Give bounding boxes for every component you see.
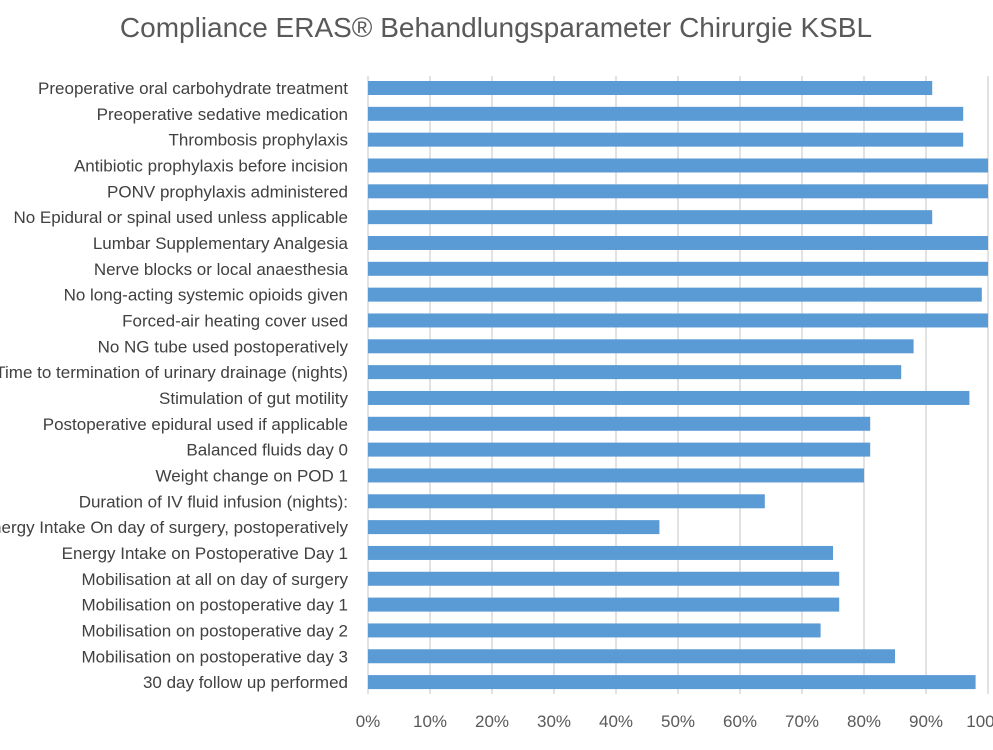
category-labels: Preoperative oral carbohydrate treatment…	[0, 79, 349, 692]
gridlines	[367, 76, 989, 694]
category-label-17: Energy Intake On day of surgery, postope…	[0, 518, 348, 537]
category-label-9: Forced-air heating cover used	[122, 311, 348, 330]
x-axis-tick-labels: 0% 10% 20% 30% 40% 50% 60% 70% 80% 90% 100%	[356, 712, 993, 731]
bar-15	[368, 468, 864, 483]
bar-2	[368, 132, 964, 147]
x-tick-label-3: 30%	[537, 712, 571, 731]
bar-18	[368, 545, 833, 560]
x-tick-label-1: 10%	[413, 712, 447, 731]
bar-0	[368, 81, 933, 95]
bar-8	[368, 287, 982, 302]
bar-23	[368, 675, 976, 690]
bar-14	[368, 442, 871, 457]
bar-19	[368, 571, 840, 586]
bar-7	[368, 261, 988, 276]
bar-4	[368, 184, 988, 199]
category-label-19: Mobilisation at all on day of surgery	[82, 570, 349, 589]
category-label-22: Mobilisation on postoperative day 3	[82, 647, 349, 666]
bar-22	[368, 649, 895, 664]
category-label-4: PONV prophylaxis administered	[107, 182, 348, 201]
x-tick-label-9: 90%	[909, 712, 943, 731]
bar-12	[368, 390, 970, 405]
bar-16	[368, 494, 765, 509]
bar-5	[368, 210, 933, 225]
category-label-12: Stimulation of gut motility	[159, 389, 348, 408]
bar-17	[368, 520, 660, 535]
x-tick-label-4: 40%	[599, 712, 633, 731]
bar-13	[368, 416, 871, 431]
category-label-14: Balanced fluids day 0	[186, 441, 348, 460]
category-label-0: Preoperative oral carbohydrate treatment	[38, 79, 348, 98]
x-tick-label-8: 80%	[847, 712, 881, 731]
category-label-15: Weight change on POD 1	[156, 466, 348, 485]
x-tick-label-7: 70%	[785, 712, 819, 731]
x-tick-label-2: 20%	[475, 712, 509, 731]
category-label-21: Mobilisation on postoperative day 2	[82, 621, 349, 640]
bar-3	[368, 158, 988, 173]
bar-10	[368, 339, 914, 354]
category-label-23: 30 day follow up performed	[143, 673, 348, 692]
category-label-3: Antibiotic prophylaxis before incision	[74, 156, 348, 175]
category-label-7: Nerve blocks or local anaesthesia	[94, 260, 349, 279]
bar-9	[368, 313, 988, 328]
category-label-11: Time to termination of urinary drainage …	[0, 363, 348, 382]
category-label-6: Lumbar Supplementary Analgesia	[93, 234, 349, 253]
category-label-5: No Epidural or spinal used unless applic…	[13, 208, 348, 227]
bar-21	[368, 623, 821, 638]
bar-1	[368, 106, 964, 121]
x-tick-label-0: 0%	[356, 712, 381, 731]
bars	[368, 81, 988, 690]
x-tick-label-6: 60%	[723, 712, 757, 731]
chart-title: Compliance ERAS® Behandlungsparameter Ch…	[120, 12, 872, 43]
category-label-18: Energy Intake on Postoperative Day 1	[62, 544, 348, 563]
category-label-13: Postoperative epidural used if applicabl…	[43, 415, 348, 434]
category-label-10: No NG tube used postoperatively	[98, 337, 349, 356]
x-tick-label-10: 100%	[966, 712, 993, 731]
category-label-1: Preoperative sedative medication	[97, 105, 348, 124]
category-label-8: No long-acting systemic opioids given	[64, 286, 348, 305]
category-label-2: Thrombosis prophylaxis	[168, 131, 348, 150]
x-tick-label-5: 50%	[661, 712, 695, 731]
category-label-20: Mobilisation on postoperative day 1	[82, 596, 349, 615]
category-label-16: Duration of IV fluid infusion (nights):	[79, 492, 348, 511]
bar-6	[368, 235, 988, 250]
bar-20	[368, 597, 840, 612]
bar-11	[368, 365, 902, 380]
